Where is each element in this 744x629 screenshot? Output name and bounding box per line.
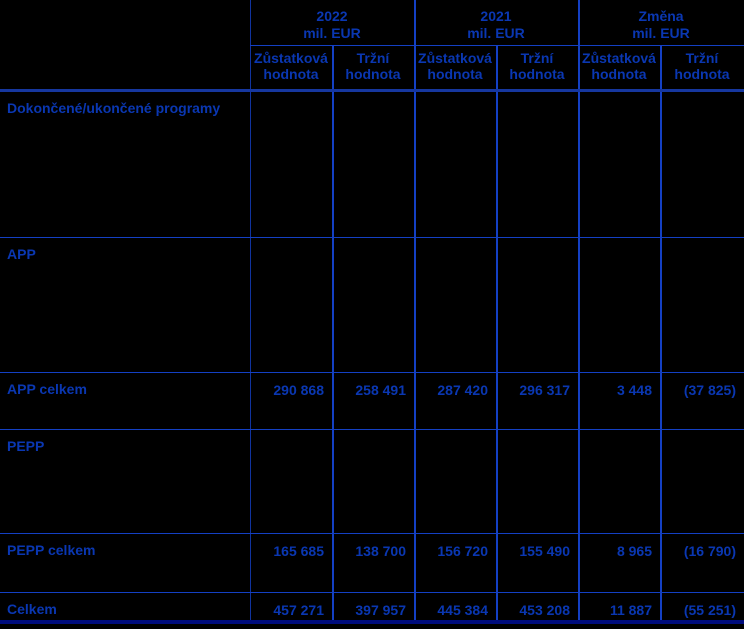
row-label: PEPP — [7, 438, 45, 454]
cell-value: 457 271 — [273, 602, 324, 618]
cell-value: 165 685 — [273, 543, 324, 559]
sub-header-zustatkova-2021: Zůstatková hodnota — [418, 50, 492, 82]
grid-line-vertical — [332, 45, 334, 620]
sub-header-trzni-2021: Tržní hodnota — [509, 50, 565, 82]
grid-line-horizontal — [0, 592, 744, 593]
row-label: APP celkem — [7, 381, 87, 397]
row-label: APP — [7, 246, 36, 262]
cell-value: 8 965 — [616, 543, 652, 559]
grid-line-horizontal — [0, 533, 744, 534]
table-row: Dokončené/ukončené programy — [0, 92, 744, 237]
cell-value: 290 868 — [273, 382, 324, 398]
grid-line-vertical — [660, 45, 662, 620]
cell-value: 155 490 — [519, 543, 570, 559]
cell-value: 11 887 — [609, 602, 652, 618]
cell-value: 445 384 — [437, 602, 488, 618]
sub-header-trzni-2022: Tržní hodnota — [345, 50, 401, 82]
table-row: APP — [0, 238, 744, 372]
sub-header-zustatkova-zmena: Zůstatková hodnota — [582, 50, 656, 82]
cell-value: 397 957 — [355, 602, 406, 618]
cell-value: 258 491 — [355, 382, 406, 398]
grid-line-vertical — [578, 0, 580, 620]
grid-line-horizontal — [0, 429, 744, 430]
table-row: PEPP — [0, 430, 744, 533]
sub-header-zustatkova-2022: Zůstatková hodnota — [254, 50, 328, 82]
row-label: Dokončené/ukončené programy — [7, 100, 221, 116]
cell-value: 156 720 — [437, 543, 488, 559]
grid-line-horizontal — [0, 372, 744, 373]
cell-value: 138 700 — [355, 543, 406, 559]
cell-value: 453 208 — [519, 602, 570, 618]
table-row: Celkem 457 271 397 957 445 384 453 208 1… — [0, 593, 744, 620]
table-row: APP celkem 290 868 258 491 287 420 296 3… — [0, 373, 744, 429]
header-rule-line — [0, 89, 744, 92]
column-group-header-2021: 2021 mil. EUR — [467, 8, 525, 41]
cell-value: (16 790) — [683, 543, 736, 559]
cell-value: 3 448 — [616, 382, 652, 398]
table-row: PEPP celkem 165 685 138 700 156 720 155 … — [0, 534, 744, 592]
column-group-header-2022: 2022 mil. EUR — [303, 8, 361, 41]
sub-header-trzni-zmena: Tržní hodnota — [674, 50, 730, 82]
row-label: Celkem — [7, 601, 57, 617]
row-label: PEPP celkem — [7, 542, 96, 558]
grid-line-horizontal — [0, 237, 744, 238]
cell-value: 287 420 — [437, 382, 488, 398]
grid-line-vertical — [496, 45, 498, 620]
cell-value: (37 825) — [683, 382, 736, 398]
table-bottom-rule — [0, 620, 744, 624]
column-group-header-zmena: Změna mil. EUR — [632, 8, 690, 41]
cell-value: (55 251) — [683, 602, 736, 618]
grid-line-vertical — [414, 0, 416, 620]
cell-value: 296 317 — [519, 382, 570, 398]
grid-line-horizontal — [250, 45, 744, 46]
grid-line-vertical — [250, 0, 251, 620]
